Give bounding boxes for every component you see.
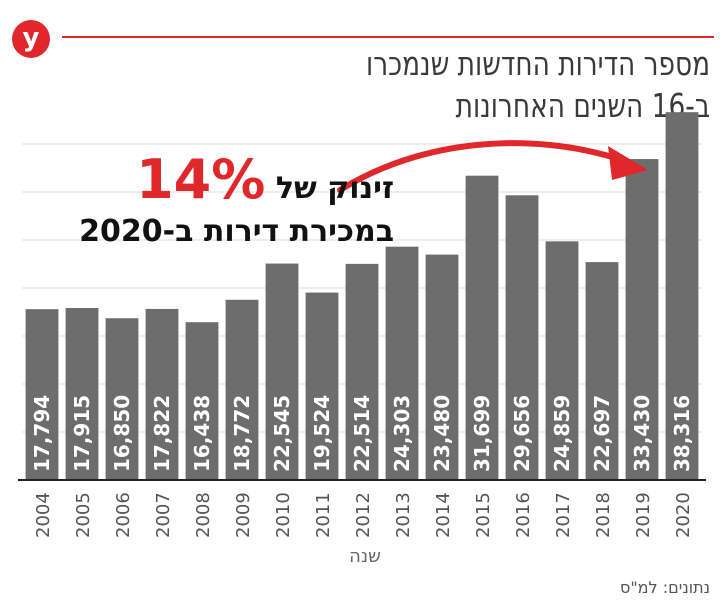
x-tick-label: 2009 <box>233 492 254 538</box>
bar-2008 <box>185 322 219 480</box>
bar-value-label: 33,430 <box>630 395 654 472</box>
source-note: נתונים: למ"ס <box>619 578 710 597</box>
bar-value-label: 23,480 <box>430 395 454 472</box>
bar-2020 <box>665 112 699 481</box>
x-tick-label: 2018 <box>593 492 614 538</box>
x-tick-label: 2015 <box>473 492 494 538</box>
bar-value-label: 17,794 <box>30 395 54 472</box>
bar-value-label: 24,859 <box>550 395 574 472</box>
bar-2011 <box>305 292 339 480</box>
x-tick-label: 2010 <box>273 492 294 538</box>
annotation-percent: 14% <box>136 148 266 211</box>
x-tick-label: 2012 <box>353 492 374 538</box>
bar-2009 <box>225 299 259 480</box>
chart-title-line-1: מספר הדירות החדשות שנמכרו <box>365 44 710 83</box>
bar-2007 <box>145 308 179 480</box>
annotation-line-2: במכירת דירות ב-2020 <box>79 214 394 249</box>
bar-2018 <box>585 262 619 480</box>
bar-value-label: 22,514 <box>350 395 374 472</box>
bar-2015 <box>465 175 499 480</box>
x-tick-label: 2013 <box>393 492 414 538</box>
arrow-head-icon <box>608 146 648 180</box>
bar-2013 <box>385 246 419 480</box>
bars <box>25 112 699 481</box>
x-tick-label: 2020 <box>673 492 694 538</box>
bar-2016 <box>505 195 539 480</box>
x-tick-label: 2007 <box>153 492 174 538</box>
bar-2017 <box>545 241 579 480</box>
x-tick-label: 2004 <box>33 492 54 538</box>
ynet-logo: y <box>12 20 50 58</box>
bar-value-label: 18,772 <box>230 395 254 472</box>
x-tick-label: 2006 <box>113 492 134 538</box>
x-tick-labels: 2004 2005 2006 2007 2008 2009 2010 2011 2012 2013… <box>33 492 694 538</box>
annotation-text: זינוק של <box>275 171 394 206</box>
header-rule <box>62 36 714 38</box>
bar-2006 <box>105 318 139 480</box>
annotation: זינוק של 14% במכירת דירות ב-2020 <box>36 150 394 252</box>
bar-value-label: 17,822 <box>150 395 174 472</box>
x-tick-label: 2011 <box>313 492 334 538</box>
bar-value-label: 24,303 <box>390 395 414 472</box>
x-axis-label: שנה <box>349 546 381 567</box>
bar-value-label: 38,316 <box>670 395 694 472</box>
bar-value-label: 31,699 <box>470 395 494 472</box>
bar-2012 <box>345 263 379 480</box>
bar-value-labels: 17,794 17,915 16,850 17,822 16,438 18,772 22,5… <box>30 395 694 472</box>
bar-2005 <box>65 308 99 480</box>
x-tick-label: 2016 <box>513 492 534 538</box>
x-tick-label: 2014 <box>433 492 454 538</box>
bar-value-label: 16,438 <box>190 395 214 472</box>
annotation-line-1: זינוק של 14% <box>36 150 394 212</box>
bar-value-label: 17,915 <box>70 395 94 472</box>
bar-value-label: 29,656 <box>510 395 534 472</box>
bar-2014 <box>425 254 459 480</box>
x-tick-label: 2008 <box>193 492 214 538</box>
bar-value-label: 22,697 <box>590 395 614 472</box>
x-tick-label: 2017 <box>553 492 574 538</box>
x-tick-label: 2019 <box>633 492 654 538</box>
arrow-icon <box>337 140 625 193</box>
bar-value-label: 19,524 <box>310 395 334 472</box>
bar-2019 <box>625 159 659 480</box>
bar-2004 <box>25 309 59 480</box>
bar-value-label: 22,545 <box>270 395 294 472</box>
bar-2010 <box>265 263 299 480</box>
bar-value-label: 16,850 <box>110 395 134 472</box>
x-tick-label: 2005 <box>73 492 94 538</box>
